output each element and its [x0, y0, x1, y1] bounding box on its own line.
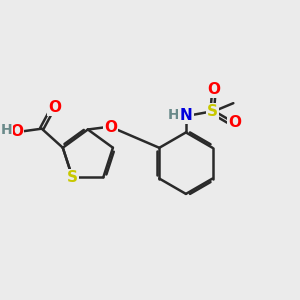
Text: H: H — [168, 108, 179, 122]
Text: O: O — [207, 82, 220, 97]
Text: O: O — [10, 124, 23, 139]
Text: H: H — [1, 123, 12, 137]
Text: S: S — [207, 104, 218, 119]
Text: O: O — [104, 120, 117, 135]
Text: O: O — [229, 115, 242, 130]
Text: S: S — [67, 170, 78, 185]
Text: O: O — [48, 100, 62, 115]
Text: N: N — [179, 108, 192, 123]
